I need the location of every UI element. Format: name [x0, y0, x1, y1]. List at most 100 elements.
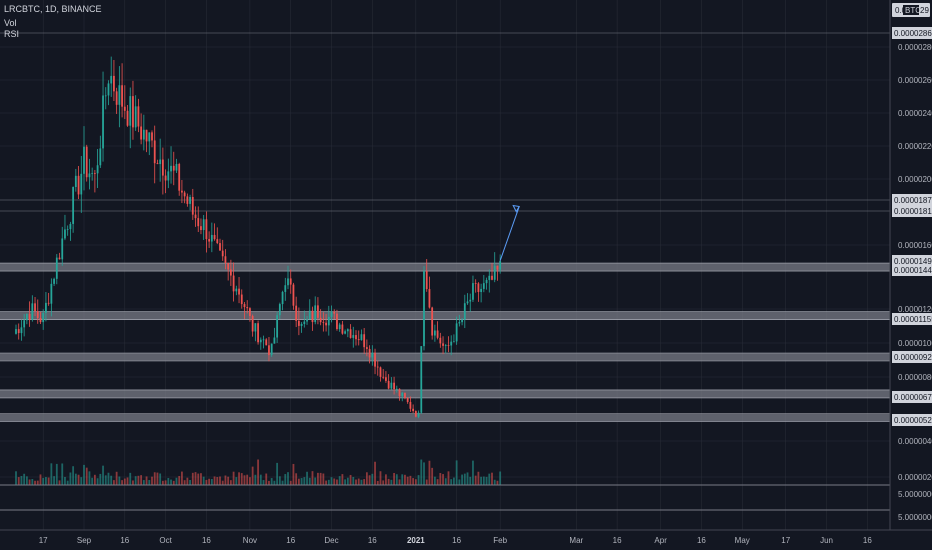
volume-bar: [74, 473, 77, 485]
volume-bar: [352, 476, 355, 485]
zone-band[interactable]: [0, 311, 890, 320]
volume-bar: [485, 476, 488, 485]
volume-bar: [365, 472, 368, 485]
candle-body: [363, 334, 366, 348]
projection-line[interactable]: [499, 206, 520, 261]
candle-body: [88, 173, 91, 178]
projection-arrow[interactable]: [499, 204, 521, 261]
volume-bar: [308, 477, 311, 485]
volume-bar: [357, 478, 360, 485]
candle-body: [137, 106, 140, 127]
volume-bar: [433, 476, 436, 485]
time-axis[interactable]: 17 Sep 16 Oct 16 Nov 16 Dec 16 2021 16 Feb Mar 16 Apr 1…: [39, 536, 873, 545]
candle-body: [249, 308, 251, 316]
volume-bar: [69, 472, 72, 485]
volume-bar: [153, 472, 156, 485]
candle-body: [374, 352, 376, 367]
volume-bar: [262, 480, 265, 485]
symbol-legend[interactable]: LRCBTC, 1D, BINANCE: [4, 4, 102, 14]
price-level-badge: [892, 414, 932, 426]
candle-body: [25, 314, 28, 321]
candle-body: [349, 329, 352, 338]
zone-band[interactable]: [0, 413, 890, 422]
candle-body: [238, 288, 240, 295]
volume-bar: [488, 473, 491, 485]
price-tick-label: 0.00002800: [898, 43, 932, 52]
volume-bar: [311, 471, 314, 485]
candle-body: [175, 163, 178, 171]
volume-bar: [181, 471, 183, 485]
candle-body: [300, 323, 303, 326]
volume-bar: [344, 479, 347, 485]
volume-bar: [93, 474, 96, 485]
candle-body: [123, 106, 126, 111]
volume-bar: [34, 480, 36, 485]
volume-bar: [66, 480, 69, 485]
volume-bar: [238, 472, 240, 485]
volume-bar: [431, 467, 434, 485]
candle-body: [273, 337, 276, 344]
candle-body: [91, 173, 94, 174]
time-tick-label: Apr: [654, 536, 667, 545]
candle-body: [224, 256, 227, 263]
volume-bar: [368, 475, 371, 485]
volume-bar: [249, 477, 251, 485]
volume-bar: [330, 477, 333, 485]
candle-body: [463, 303, 466, 320]
candle-body: [161, 159, 164, 176]
price-level-badge: [892, 264, 932, 276]
candle-body: [142, 129, 145, 140]
volume-bar: [202, 476, 205, 485]
volume-bar: [341, 474, 344, 485]
vol-legend[interactable]: Vol: [4, 18, 17, 28]
candle-body: [240, 294, 243, 305]
volume-bar: [64, 476, 66, 485]
price-axis[interactable]: 0.00002800 0.00002600 0.00002400 0.00002200…: [892, 27, 932, 482]
candle-body: [132, 96, 134, 128]
zone-band[interactable]: [0, 389, 890, 398]
candle-body: [183, 192, 186, 197]
candle-body: [447, 345, 450, 346]
volume-bar: [151, 476, 153, 485]
candle-body: [409, 401, 412, 409]
candle-body: [425, 271, 428, 290]
price-tick-label: 0.00001000: [898, 339, 932, 348]
volume-bar: [99, 473, 102, 485]
volume-bar: [110, 475, 113, 485]
candle-body: [167, 171, 170, 181]
candle-body: [254, 323, 257, 332]
candle-body: [129, 96, 132, 126]
volume-bar: [104, 475, 107, 485]
volume-bar: [300, 478, 303, 485]
volume-bar: [281, 480, 284, 485]
candle-body: [47, 302, 50, 304]
time-tick-label: 16: [697, 536, 706, 545]
candle-body: [346, 329, 349, 332]
time-tick-label: Oct: [159, 536, 172, 545]
zone-band[interactable]: [0, 353, 890, 361]
candle-body: [311, 310, 314, 323]
candle-body: [480, 288, 483, 292]
candle-body: [23, 320, 26, 328]
candle-body: [210, 234, 213, 242]
volume-bar: [213, 476, 216, 485]
candle-body: [227, 262, 230, 270]
rsi-legend[interactable]: RSI: [4, 29, 20, 39]
time-tick-label: 17: [39, 536, 48, 545]
candle-body: [474, 283, 477, 284]
candle-body: [461, 319, 463, 323]
candle-body: [113, 75, 115, 92]
zone-band[interactable]: [0, 263, 890, 272]
candle-body: [281, 291, 284, 305]
volume-bar: [265, 473, 268, 485]
candle-body: [344, 331, 347, 334]
badge-unit: BTC: [905, 6, 921, 15]
volume-bar: [493, 479, 496, 485]
candle-body: [58, 257, 61, 260]
volume-bar: [292, 463, 295, 485]
volume-bar: [278, 476, 281, 485]
candle-body: [121, 85, 123, 107]
candle-body: [428, 289, 431, 308]
